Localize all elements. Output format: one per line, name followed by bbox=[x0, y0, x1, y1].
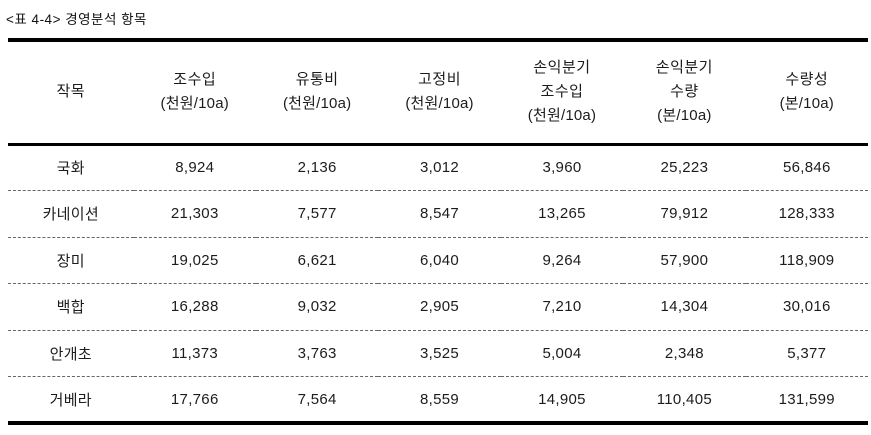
table-row: 국화 8,924 2,136 3,012 3,960 25,223 56,846 bbox=[8, 144, 868, 191]
col-header-label: 수량성 bbox=[785, 71, 829, 89]
value-cell: 57,900 bbox=[660, 251, 709, 269]
value-cell: 128,333 bbox=[778, 205, 835, 223]
value-cell: 21,303 bbox=[170, 205, 219, 223]
value-cell: 79,912 bbox=[660, 205, 709, 223]
value-cell: 17,766 bbox=[170, 390, 219, 408]
table-row: 거베라 17,766 7,564 8,559 14,905 110,405 13… bbox=[8, 376, 868, 424]
value-cell: 3,763 bbox=[297, 344, 337, 362]
table-row: 카네이션 21,303 7,577 8,547 13,265 79,912 12… bbox=[8, 190, 868, 238]
value-cell: 3,525 bbox=[420, 344, 460, 362]
header-row: 작목 조수입 (천원/10a) 유통비 (천원/10a) 고정비 bbox=[8, 40, 868, 144]
value-cell: 56,846 bbox=[782, 159, 831, 177]
value-cell: 16,288 bbox=[170, 298, 219, 316]
value-cell: 3,960 bbox=[542, 159, 582, 177]
value-cell: 110,405 bbox=[656, 390, 712, 408]
col-header-label: 손익분기 bbox=[533, 59, 591, 77]
value-cell: 6,040 bbox=[420, 251, 460, 269]
col-header-fixed-cost: 고정비 (천원/10a) bbox=[378, 40, 500, 144]
value-cell: 7,210 bbox=[542, 298, 582, 316]
table-row: 장미 19,025 6,621 6,040 9,264 57,900 118,9… bbox=[8, 237, 868, 284]
col-header-label: 작목 bbox=[56, 83, 86, 101]
crop-name-cell: 국화 bbox=[56, 160, 85, 178]
management-analysis-table: 작목 조수입 (천원/10a) 유통비 (천원/10a) 고정비 bbox=[8, 38, 868, 425]
table-header: 작목 조수입 (천원/10a) 유통비 (천원/10a) 고정비 bbox=[8, 40, 868, 144]
value-cell: 8,559 bbox=[420, 390, 460, 408]
document-page: <표 4-4> 경영분석 항목 작목 조수입 (천원/10a) 유통비 bbox=[6, 12, 868, 425]
col-header-breakeven-quantity: 손익분기 수량 (본/10a) bbox=[623, 40, 745, 144]
value-cell: 6,621 bbox=[297, 251, 337, 269]
col-header-unit: (천원/10a) bbox=[282, 95, 352, 113]
col-header-label2: 조수입 bbox=[540, 83, 584, 101]
value-cell: 7,564 bbox=[297, 390, 337, 408]
col-header-unit: (천원/10a) bbox=[527, 107, 597, 125]
value-cell: 9,264 bbox=[542, 251, 582, 269]
col-header-yield: 수량성 (본/10a) bbox=[746, 40, 868, 144]
value-cell: 13,265 bbox=[538, 205, 586, 223]
crop-name-cell: 카네이션 bbox=[42, 206, 99, 224]
value-cell: 8,924 bbox=[175, 159, 215, 177]
value-cell: 2,905 bbox=[420, 298, 460, 316]
value-cell: 30,016 bbox=[782, 298, 831, 316]
crop-name-cell: 거베라 bbox=[49, 391, 92, 409]
value-cell: 2,348 bbox=[664, 344, 704, 362]
col-header-unit: (본/10a) bbox=[779, 95, 834, 113]
table-caption: <표 4-4> 경영분석 항목 bbox=[6, 12, 147, 27]
table-body: 국화 8,924 2,136 3,012 3,960 25,223 56,846… bbox=[8, 144, 868, 423]
value-cell: 14,905 bbox=[538, 390, 586, 408]
col-header-label: 손익분기 bbox=[655, 59, 713, 77]
value-cell: 3,012 bbox=[420, 159, 460, 177]
table-row: 백합 16,288 9,032 2,905 7,210 14,304 30,01… bbox=[8, 283, 868, 331]
value-cell: 118,909 bbox=[779, 251, 835, 269]
col-header-unit: (천원/10a) bbox=[405, 95, 474, 113]
col-header-label: 고정비 bbox=[418, 71, 462, 89]
crop-name-cell: 백합 bbox=[56, 299, 85, 317]
col-header-unit: (천원/10a) bbox=[160, 95, 229, 113]
col-header-distribution-cost: 유통비 (천원/10a) bbox=[256, 40, 378, 144]
col-header-gross-income: 조수입 (천원/10a) bbox=[134, 40, 256, 144]
value-cell: 11,373 bbox=[171, 344, 219, 362]
col-header-breakeven-income: 손익분기 조수입 (천원/10a) bbox=[501, 40, 623, 144]
value-cell: 8,547 bbox=[420, 205, 460, 223]
value-cell: 5,004 bbox=[542, 344, 582, 362]
col-header-label: 조수입 bbox=[173, 71, 217, 89]
value-cell: 9,032 bbox=[297, 298, 337, 316]
value-cell: 19,025 bbox=[170, 251, 219, 269]
crop-name-cell: 안개초 bbox=[49, 345, 92, 363]
col-header-crop: 작목 bbox=[8, 40, 134, 144]
value-cell: 131,599 bbox=[778, 390, 835, 408]
value-cell: 5,377 bbox=[787, 344, 827, 362]
crop-name-cell: 장미 bbox=[56, 252, 85, 270]
value-cell: 2,136 bbox=[297, 159, 337, 177]
value-cell: 7,577 bbox=[297, 205, 337, 223]
value-cell: 25,223 bbox=[660, 159, 709, 177]
table-row: 안개초 11,373 3,763 3,525 5,004 2,348 5,377 bbox=[8, 330, 868, 377]
col-header-label2: 수량 bbox=[670, 83, 699, 101]
value-cell: 14,304 bbox=[660, 298, 709, 316]
col-header-label: 유통비 bbox=[295, 71, 339, 89]
col-header-unit: (본/10a) bbox=[657, 107, 712, 125]
